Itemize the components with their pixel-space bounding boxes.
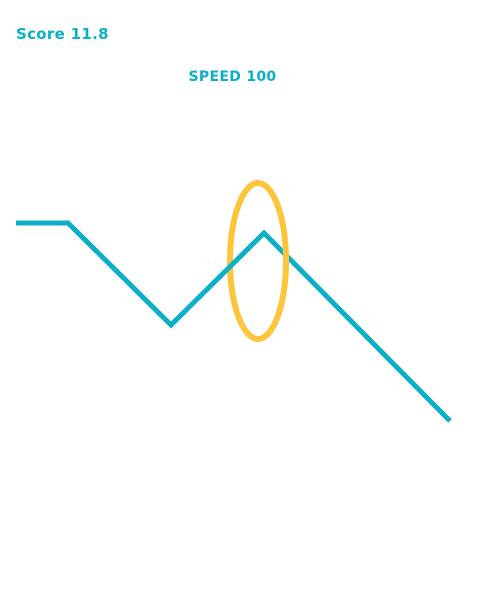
speed-label: SPEED 100 — [188, 69, 277, 85]
track-line — [16, 220, 452, 423]
ring-gate-front — [257, 180, 289, 342]
score-label: Score 11.8 — [16, 25, 109, 43]
ring-gate-back — [227, 180, 259, 342]
